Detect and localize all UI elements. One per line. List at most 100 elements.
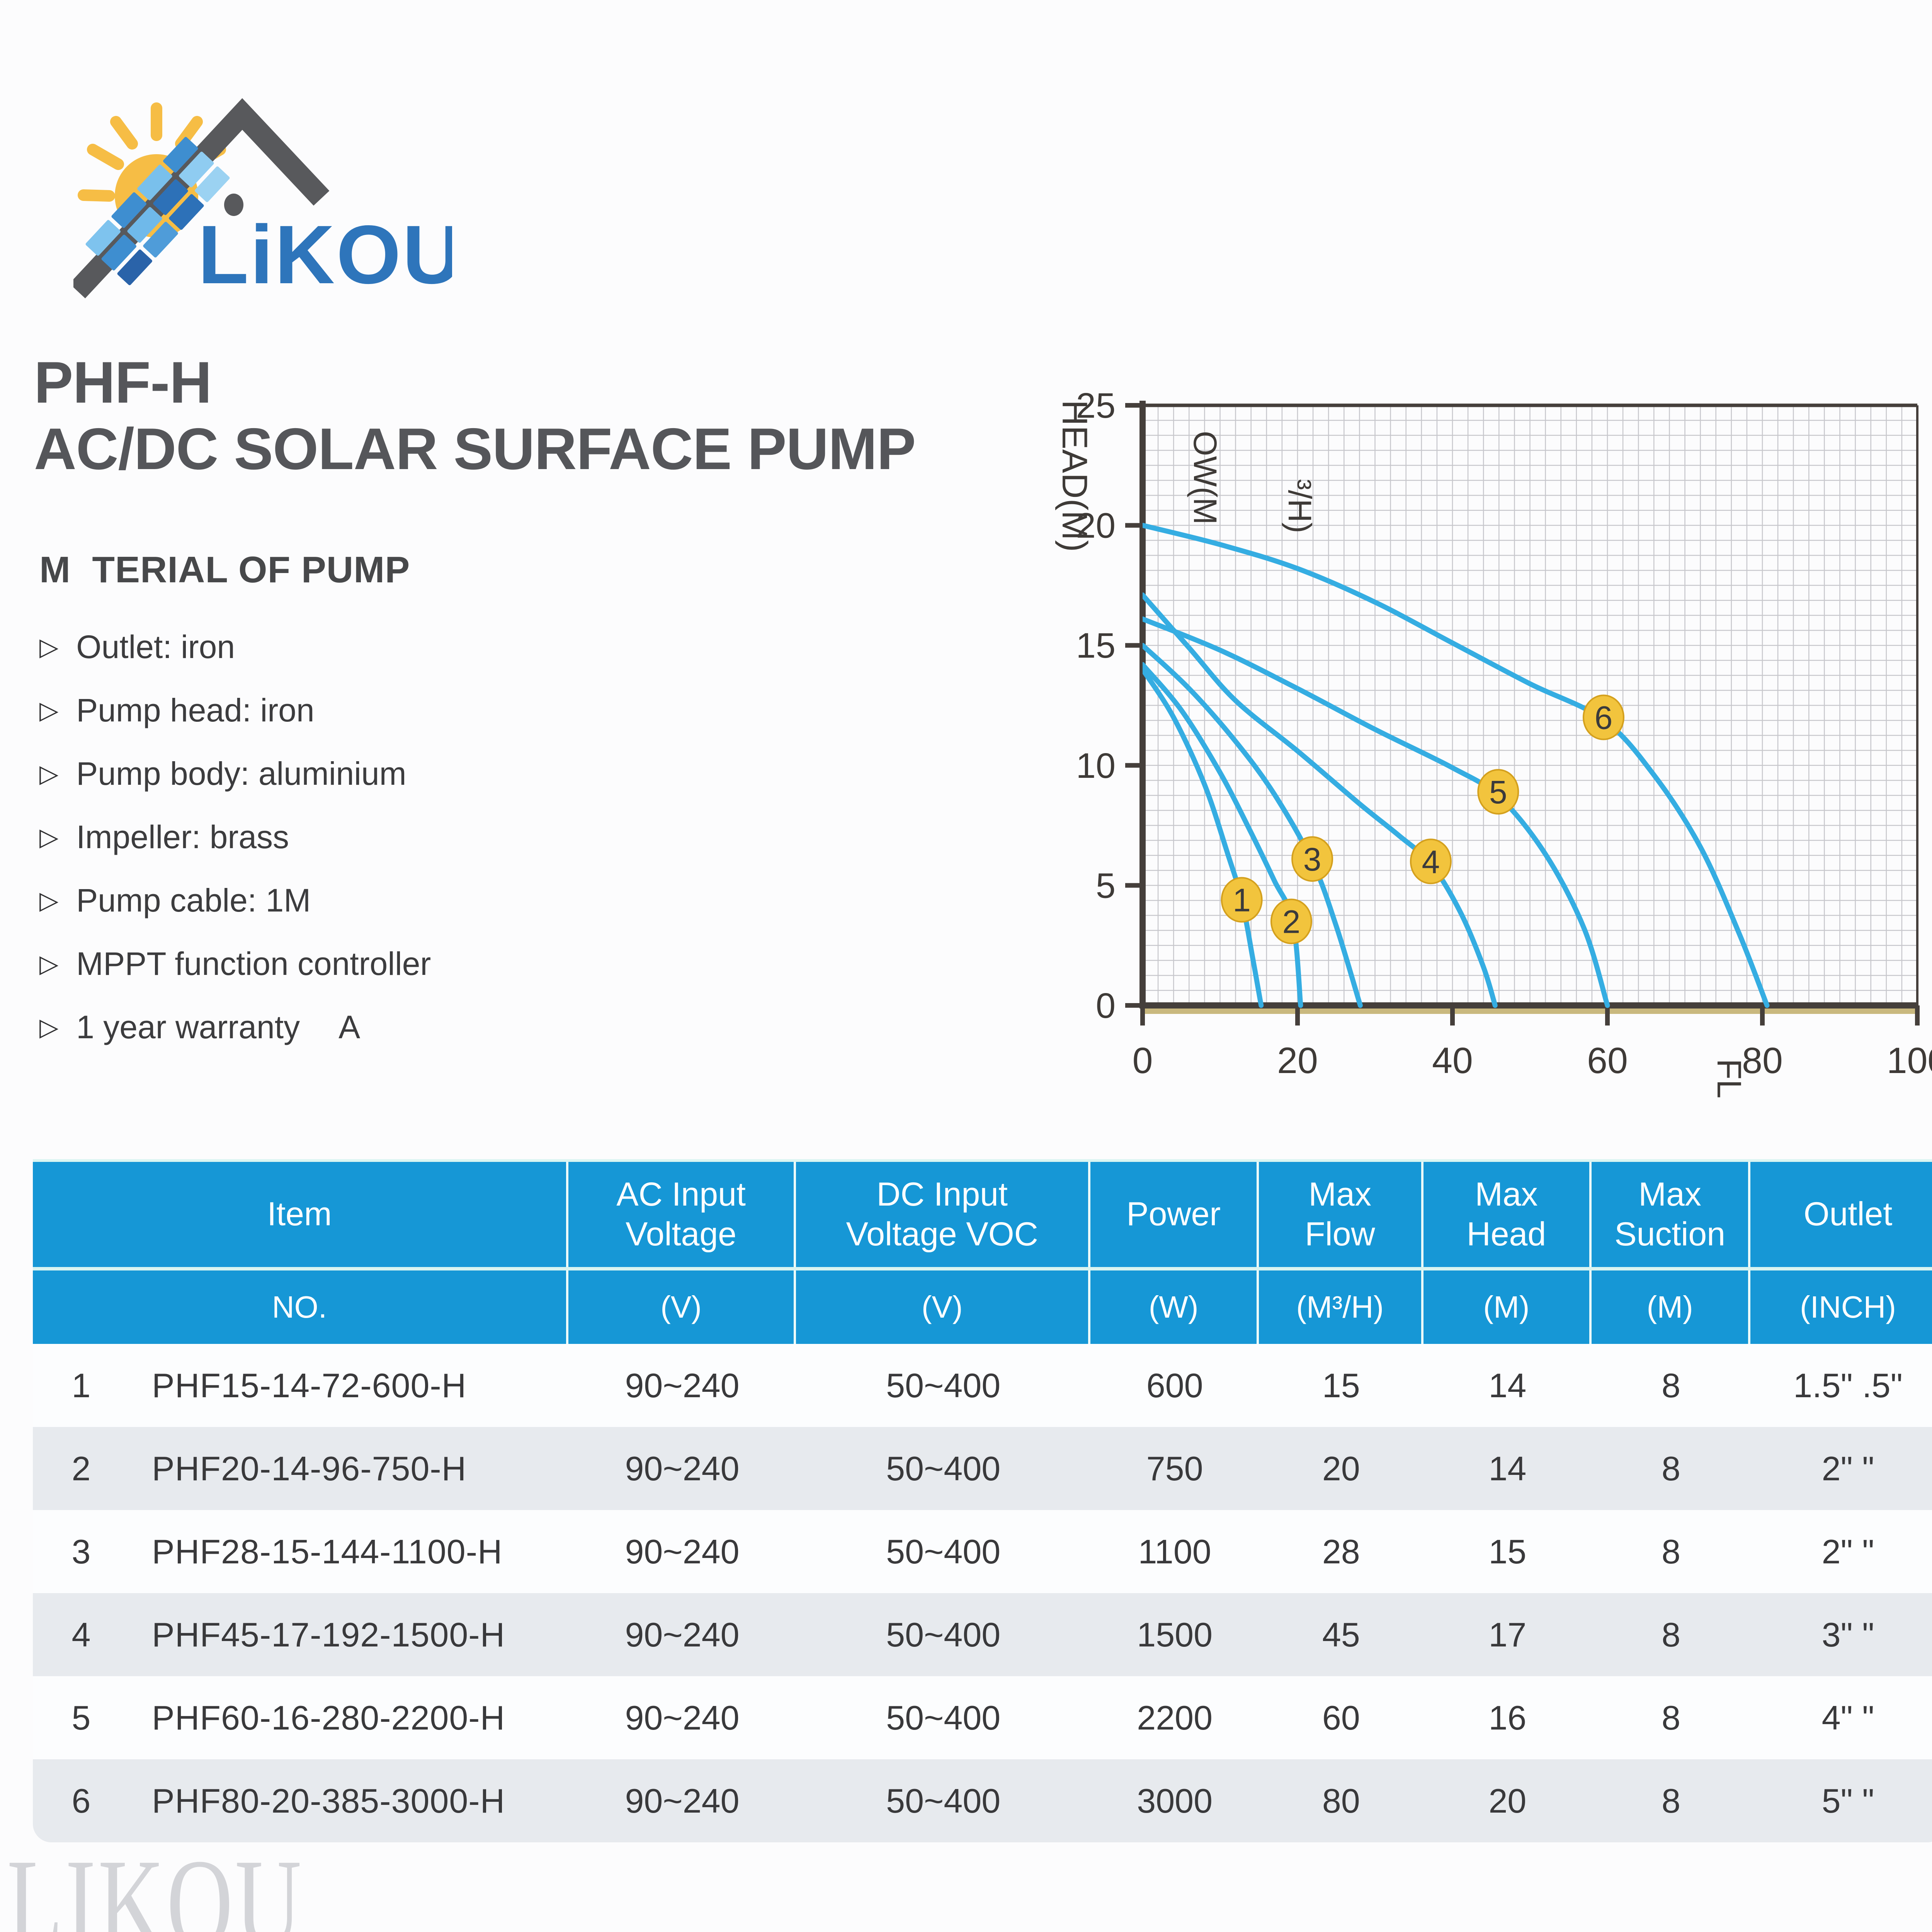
value-cell: 14 — [1488, 1449, 1527, 1488]
item-cell: 3 PHF28-15-144-1100-H — [33, 1532, 568, 1571]
value-cell: 50~400 — [886, 1532, 1001, 1571]
column-header: AC Input Voltage — [568, 1162, 796, 1267]
panel-cell — [143, 222, 178, 258]
material-item-suffix: A — [338, 1009, 361, 1045]
column-header: Max Head — [1423, 1162, 1592, 1267]
item-number: 4 — [71, 1615, 91, 1654]
y-axis-label: HEAD(M) — [1055, 400, 1094, 552]
value-cell: 17 — [1488, 1615, 1527, 1654]
material-item-label: MPPT function controller — [76, 945, 431, 982]
value-cell: 20 — [1322, 1449, 1360, 1488]
marker-number: 5 — [1489, 774, 1507, 810]
item-model-name: PHF28-15-144-1100-H — [152, 1532, 503, 1571]
material-heading: M TERIAL OF PUMP — [39, 549, 410, 590]
column-header: Power — [1090, 1162, 1259, 1267]
value-cell: 50~400 — [886, 1698, 1001, 1737]
material-item-label: Pump body: aluminium — [76, 755, 406, 792]
table-row: 6 PHF80-20-385-3000-H 90~240 50~400 3000 80 20… — [33, 1759, 1932, 1842]
x-tick-label: 60 — [1587, 1040, 1628, 1081]
triangle-bullet-icon: ▷ — [39, 696, 59, 724]
marker-circle — [1410, 838, 1452, 884]
panel-cell — [163, 137, 198, 173]
column-unit: (V) — [568, 1270, 796, 1344]
y-tick-label: 0 — [1096, 986, 1116, 1026]
value-cell: 80 — [1322, 1781, 1360, 1820]
item-cell: 1 PHF15-14-72-600-H — [33, 1366, 568, 1405]
y-tick-label: 10 — [1076, 746, 1116, 786]
value-cell: 50~400 — [886, 1615, 1001, 1654]
spec-table: Item AC Input Voltage DC Input Voltage VOC… — [33, 1159, 1932, 1842]
column-header: Max Suction — [1592, 1162, 1751, 1267]
value-cell: 3000 — [1137, 1781, 1213, 1820]
value-cell: 1100 — [1138, 1532, 1211, 1571]
panel-cell — [153, 179, 188, 215]
value-cell: 15 — [1322, 1366, 1360, 1405]
column-unit: (V) — [796, 1270, 1091, 1344]
x-tick-label: 80 — [1742, 1040, 1783, 1081]
axis-shadow-band — [1143, 1008, 1917, 1014]
triangle-bullet-icon: ▷ — [39, 823, 59, 851]
material-item-label: Pump cable: 1M — [76, 882, 311, 918]
pump-curve-1 — [1143, 667, 1264, 1008]
column-unit: (M³/H) — [1259, 1270, 1423, 1344]
panel-cell — [137, 164, 172, 201]
column-header: Max Flow — [1259, 1162, 1423, 1267]
value-cell: 15 — [1488, 1532, 1527, 1571]
value-cell: 8 — [1662, 1698, 1681, 1737]
value-cell: 60 — [1322, 1698, 1360, 1737]
value-cell: 2" " — [1821, 1532, 1874, 1571]
material-item-label: Pump head: iron — [76, 692, 315, 728]
curve-marker-2: 2 — [1270, 898, 1312, 944]
item-number: 1 — [71, 1366, 91, 1405]
panel-cell — [101, 235, 136, 270]
material-item: ▷ Pump body: aluminium — [39, 742, 431, 805]
x-tick-label: 0 — [1133, 1040, 1153, 1081]
item-model-name: PHF45-17-192-1500-H — [152, 1615, 505, 1654]
x-tick-label: 40 — [1432, 1040, 1473, 1081]
item-number: 5 — [71, 1698, 91, 1737]
curves — [1143, 523, 1770, 1008]
marker-number: 4 — [1422, 844, 1440, 880]
value-cell: 600 — [1146, 1366, 1203, 1405]
panel-cell — [117, 249, 152, 286]
table-row: 3 PHF28-15-144-1100-H 90~240 50~400 1100 28 15… — [33, 1510, 1932, 1593]
header-label-row: Item AC Input Voltage DC Input Voltage VOC… — [33, 1162, 1932, 1267]
column-unit: (M) — [1592, 1270, 1751, 1344]
marker-number: 3 — [1303, 841, 1321, 878]
panel-cell — [111, 192, 146, 228]
material-item: ▷ Outlet: iron — [39, 615, 431, 679]
value-cell: 2200 — [1137, 1698, 1213, 1737]
value-cell: 90~240 — [625, 1781, 740, 1820]
roof-dot — [224, 194, 243, 216]
triangle-bullet-icon: ▷ — [39, 950, 59, 978]
spec-table-body: 1 PHF15-14-72-600-H 90~240 50~400 600 15 14 8 1.… — [33, 1344, 1932, 1842]
value-cell: 90~240 — [625, 1366, 740, 1405]
x-tick-label: 20 — [1277, 1040, 1318, 1081]
item-model-name: PHF20-14-96-750-H — [152, 1449, 467, 1488]
marker-number: 1 — [1233, 882, 1251, 918]
column-header: Outlet — [1803, 1196, 1893, 1233]
page-title-model: PHF-H — [34, 350, 212, 415]
spec-table-header: Item AC Input Voltage DC Input Voltage VOC… — [33, 1159, 1932, 1344]
material-list: ▷ Outlet: iron ▷ Pump head: iron ▷ Pump body:… — [39, 615, 431, 1059]
inplot-label-flow-1: OW(M — [1187, 431, 1223, 525]
value-cell: 28 — [1322, 1532, 1360, 1571]
value-cell: 8 — [1662, 1615, 1681, 1654]
logo-text: LiKOU — [198, 208, 452, 301]
material-item: ▷ MPPT function controller — [39, 932, 431, 995]
y-tick-label: 15 — [1076, 626, 1116, 665]
marker-circle — [1221, 877, 1263, 923]
item-number: 6 — [71, 1781, 91, 1820]
value-cell: 90~240 — [625, 1449, 740, 1488]
triangle-bullet-icon: ▷ — [39, 886, 59, 914]
item-model-name: PHF60-16-280-2200-H — [152, 1698, 505, 1737]
column-header: DC Input Voltage VOC — [796, 1162, 1091, 1267]
value-cell: 16 — [1488, 1698, 1527, 1737]
pump-curve-5 — [1143, 616, 1610, 1008]
triangle-bullet-icon: ▷ — [39, 633, 59, 661]
material-item: ▷ Pump head: iron — [39, 679, 431, 742]
curve-marker-5: 5 — [1477, 769, 1519, 815]
item-model-name: PHF80-20-385-3000-H — [152, 1781, 505, 1820]
panel-cell — [195, 166, 230, 202]
value-cell: 50~400 — [886, 1781, 1001, 1820]
